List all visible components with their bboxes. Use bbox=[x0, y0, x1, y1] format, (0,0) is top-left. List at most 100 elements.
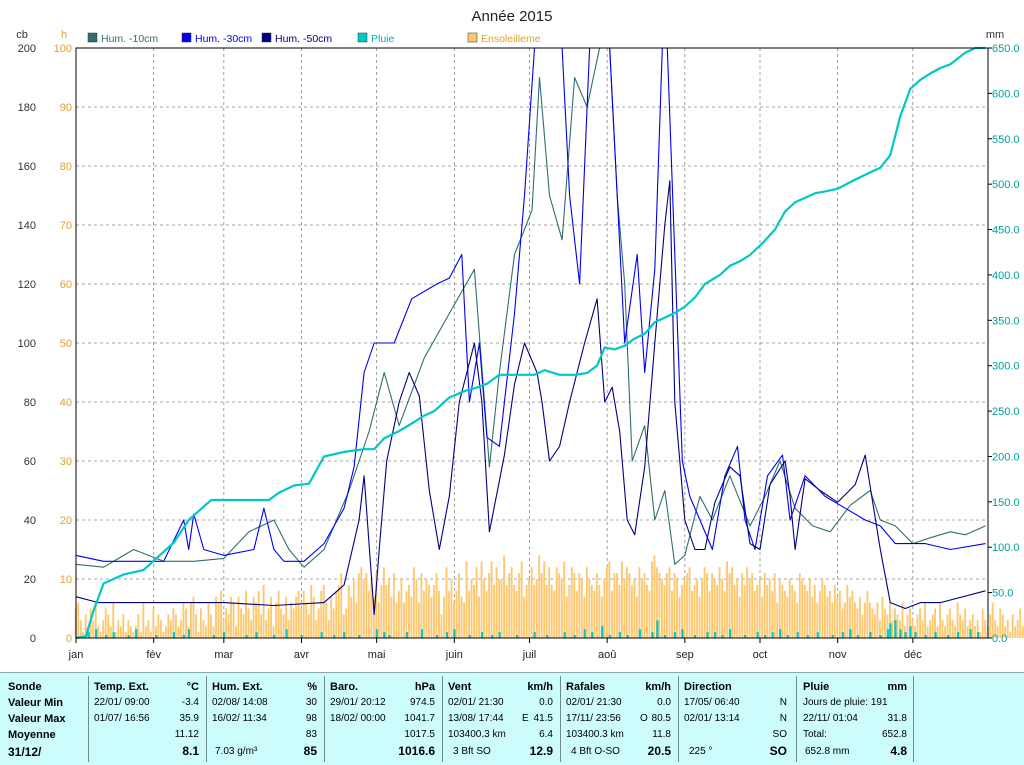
sunshine-bars bbox=[74, 555, 1024, 638]
vent-max-date: 13/08/ 17:44 bbox=[448, 713, 504, 724]
pluie-cumul: 652.8 mm bbox=[805, 746, 850, 757]
sunshine-bar bbox=[590, 584, 593, 638]
sunshine-bar bbox=[112, 602, 115, 638]
sunshine-bar bbox=[816, 602, 819, 638]
sunshine-bar bbox=[853, 602, 856, 638]
sunshine-bar bbox=[718, 567, 721, 638]
sunshine-bar bbox=[307, 614, 310, 638]
sunshine-bar bbox=[510, 567, 513, 638]
sunshine-bar bbox=[220, 590, 222, 638]
right-tick-label: 500.0 bbox=[992, 179, 1020, 191]
rain-bar bbox=[764, 635, 767, 638]
sunshine-bar bbox=[746, 567, 749, 638]
sunshine-bar bbox=[149, 632, 152, 638]
sunshine-bar bbox=[182, 602, 185, 638]
sunshine-bar bbox=[666, 573, 668, 638]
sunshine-bar bbox=[157, 614, 160, 638]
sunshine-bar bbox=[656, 567, 658, 638]
sunshine-bar bbox=[798, 573, 801, 638]
sunshine-bar bbox=[696, 579, 698, 638]
sunshine-bar bbox=[365, 573, 368, 638]
sunshine-bar bbox=[776, 602, 779, 638]
rain-bar bbox=[245, 635, 248, 638]
sunshine-bar bbox=[114, 632, 117, 638]
sunshine-bar bbox=[210, 614, 212, 638]
rain-bar bbox=[182, 635, 185, 638]
sunshine-bar bbox=[683, 579, 686, 638]
sonde-date: 31/12/ bbox=[8, 745, 42, 759]
sunshine-bar bbox=[841, 608, 844, 638]
stats-block-sonde: Sonde Valeur Min Valeur Max Moyenne 31/1… bbox=[4, 676, 86, 762]
sunshine-bar bbox=[332, 608, 335, 638]
sunshine-bar bbox=[598, 584, 601, 638]
sunshine-bar bbox=[736, 579, 739, 638]
baro-max: 1041.7 bbox=[404, 713, 435, 724]
rain-bar bbox=[894, 620, 897, 638]
rain-bar bbox=[480, 632, 484, 638]
pluie-days: Jours de pluie: 191 bbox=[803, 697, 888, 708]
sunshine-bar bbox=[172, 608, 175, 638]
rain-bar bbox=[673, 632, 677, 638]
sunshine-bar bbox=[412, 567, 415, 638]
baro-max-date: 18/02/ 00:00 bbox=[330, 713, 386, 724]
sunshine-bar bbox=[99, 632, 102, 638]
sunshine-bar bbox=[959, 614, 962, 638]
rain-bar bbox=[601, 626, 604, 638]
sonde-title: Sonde bbox=[8, 681, 42, 693]
rain-bar bbox=[333, 635, 336, 638]
sunshine-bar bbox=[438, 590, 440, 638]
legend-swatch bbox=[87, 32, 98, 43]
sunshine-bar bbox=[305, 602, 308, 638]
month-label: juin bbox=[445, 649, 463, 661]
sunshine-bar bbox=[793, 590, 796, 638]
sunshine-bar bbox=[688, 567, 691, 638]
rain-bar bbox=[375, 629, 378, 638]
legend: Hum. -10cm Hum. -30cm Hum. -50cm Pluie Ensol… bbox=[87, 32, 541, 45]
sunshine-bar bbox=[848, 596, 851, 638]
rain-bar bbox=[591, 632, 594, 638]
sunshine-bar bbox=[803, 584, 806, 638]
sunshine-bar bbox=[418, 602, 420, 638]
sunshine-bar bbox=[698, 596, 701, 638]
sunshine-bar bbox=[811, 596, 814, 638]
sunshine-bar bbox=[200, 608, 202, 638]
vent-min-date: 02/01/ 21:30 bbox=[448, 697, 504, 708]
direction-title: Direction bbox=[684, 681, 732, 693]
sunshine-bar bbox=[297, 590, 300, 638]
legend-swatch bbox=[181, 32, 192, 43]
sunshine-bar bbox=[896, 614, 899, 638]
sunshine-bar bbox=[257, 590, 260, 638]
sunshine-bar bbox=[397, 590, 400, 638]
sunshine-bar bbox=[164, 626, 167, 638]
sunshine-bar bbox=[372, 596, 375, 638]
sunshine-bar bbox=[671, 590, 673, 638]
month-label: juil bbox=[522, 649, 536, 661]
sunshine-bar bbox=[478, 596, 481, 638]
rain-bar bbox=[453, 629, 456, 638]
sunshine-bar bbox=[82, 632, 85, 638]
sunshine-bar bbox=[483, 579, 486, 638]
hum-avg: 83 bbox=[305, 729, 317, 740]
temp-max-date: 01/07/ 16:56 bbox=[94, 713, 150, 724]
sunshine-bar bbox=[230, 596, 232, 638]
sunshine-bar bbox=[874, 614, 876, 638]
sunshine-bar bbox=[868, 602, 871, 638]
sunshine-bar bbox=[505, 584, 508, 638]
sunshine-bar bbox=[445, 567, 448, 638]
sunshine-bar bbox=[984, 620, 987, 638]
sunshine-bar bbox=[179, 620, 182, 638]
sunshine-bar bbox=[706, 573, 709, 638]
sunshine-bar bbox=[500, 579, 503, 638]
sunshine-bar bbox=[763, 573, 766, 638]
rain-bar bbox=[135, 629, 138, 638]
hum-max-date: 16/02/ 11:34 bbox=[212, 713, 267, 724]
sunshine-bar bbox=[906, 614, 909, 638]
sunshine-bar bbox=[691, 590, 693, 638]
rafales-min: 0.0 bbox=[657, 697, 671, 708]
sunshine-bar bbox=[558, 573, 561, 638]
sunshine-bar bbox=[708, 590, 711, 638]
sunshine-bar bbox=[909, 608, 911, 638]
sunshine-bar bbox=[207, 602, 210, 638]
rain-bar bbox=[721, 635, 724, 638]
sunshine-bar bbox=[889, 602, 891, 638]
